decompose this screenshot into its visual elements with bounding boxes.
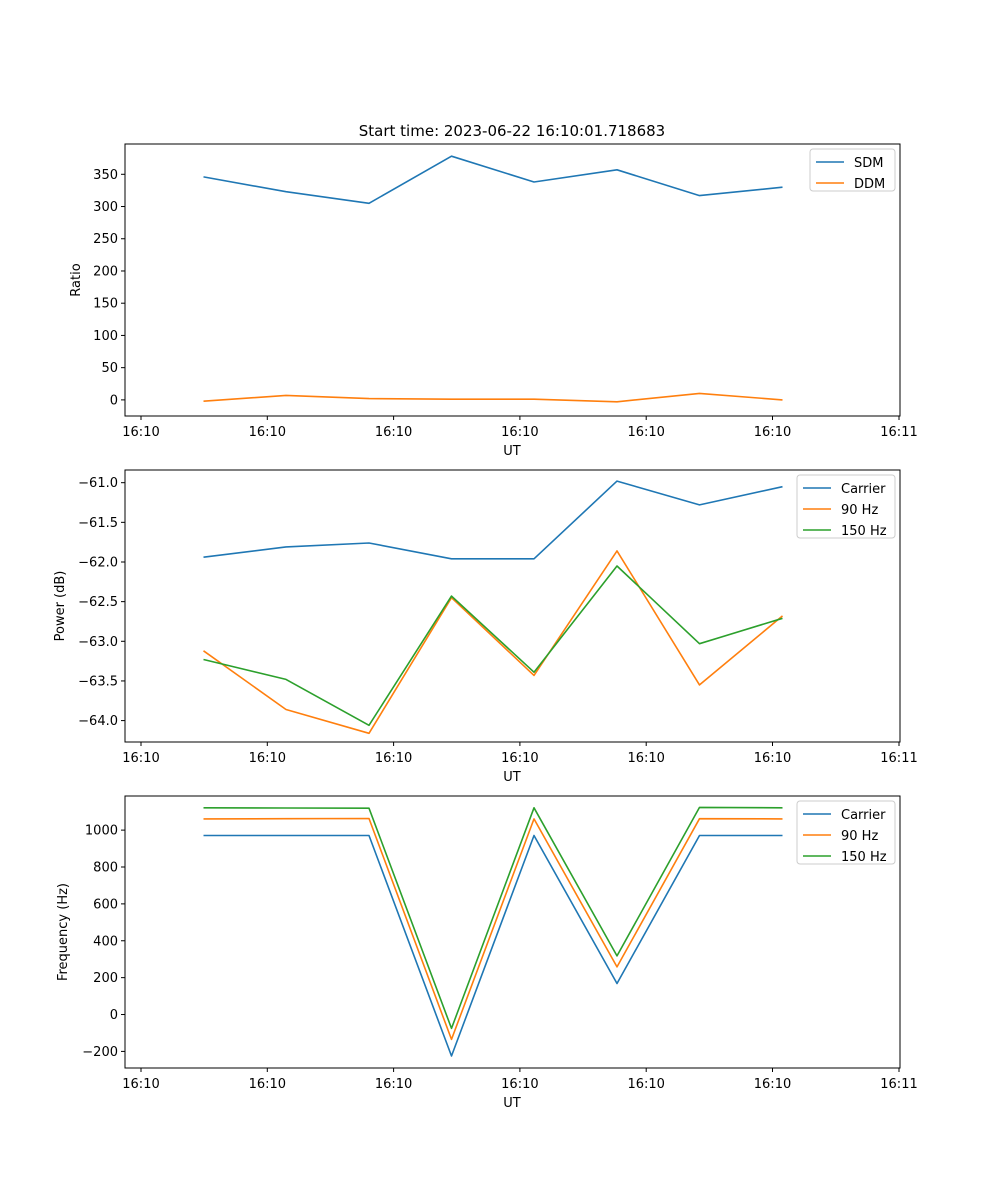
x-tick-label: 16:10: [375, 1077, 412, 1092]
series-line-carrier: [203, 480, 783, 560]
x-tick-label: 16:10: [122, 751, 159, 766]
plot-frame: [124, 795, 901, 1069]
y-axis-label: Frequency (Hz): [56, 883, 71, 981]
x-tick-label: 16:10: [122, 1077, 159, 1092]
y-tick-label: −63.0: [78, 635, 118, 650]
x-tick-label: 16:10: [627, 425, 664, 440]
y-tick-label: 0: [110, 393, 118, 408]
frequency-panel: 16:10 16:10 16:10 16:10 16:10 16:10 16:11 UT −20…: [56, 795, 918, 1111]
y-tick-label: −200: [82, 1045, 118, 1060]
x-tick-label: 16:11: [880, 1077, 917, 1092]
x-tick-label: 16:10: [501, 1077, 538, 1092]
y-tick-label: 300: [93, 200, 118, 215]
legend-label: 90 Hz: [841, 829, 878, 844]
y-tick-label: 200: [93, 971, 118, 986]
legend: Carrier 90 Hz 150 Hz: [796, 474, 896, 539]
series-line-ddm: [203, 392, 783, 403]
x-tick-label: 16:10: [754, 425, 791, 440]
legend-label: Carrier: [841, 808, 886, 823]
series-line-90-hz: [203, 817, 783, 1041]
legend-label: Carrier: [841, 482, 886, 497]
y-tick-label: 250: [93, 232, 118, 247]
x-tick-label: 16:10: [501, 425, 538, 440]
x-axis-label: UT: [503, 770, 521, 785]
power-panel: 16:10 16:10 16:10 16:10 16:10 16:10 16:11 UT −64…: [53, 469, 918, 785]
y-tick-label: −63.5: [78, 674, 118, 689]
y-tick-label: 1000: [85, 824, 118, 839]
x-axis-label: UT: [503, 1096, 521, 1111]
x-tick-label: 16:10: [501, 751, 538, 766]
x-tick-label: 16:10: [627, 751, 664, 766]
x-tick-label: 16:10: [375, 751, 412, 766]
legend-label: 90 Hz: [841, 503, 878, 518]
y-tick-label: 800: [93, 860, 118, 875]
legend-box: [809, 148, 896, 192]
x-tick-label: 16:10: [627, 1077, 664, 1092]
x-tick-label: 16:10: [754, 1077, 791, 1092]
series-line-carrier: [203, 834, 783, 1057]
x-tick-label: 16:10: [249, 425, 286, 440]
y-tick-label: −61.0: [78, 476, 118, 491]
ratio-panel: 16:10 16:10 16:10 16:10 16:10 16:10 16:11 UT 0 50…: [69, 143, 918, 459]
plot-frame: [124, 469, 901, 743]
x-tick-label: 16:11: [880, 425, 917, 440]
legend-label: DDM: [854, 177, 885, 192]
x-tick-label: 16:10: [249, 1077, 286, 1092]
legend-label: 150 Hz: [841, 850, 887, 865]
legend-box: [796, 474, 896, 539]
legend-label: SDM: [854, 156, 883, 171]
y-tick-label: −61.5: [78, 516, 118, 531]
y-tick-label: −64.0: [78, 714, 118, 729]
x-tick-label: 16:10: [375, 425, 412, 440]
x-tick-label: 16:10: [122, 425, 159, 440]
legend-label: 150 Hz: [841, 524, 887, 539]
y-axis-label: Ratio: [69, 263, 84, 296]
x-tick-label: 16:11: [880, 751, 917, 766]
series-line-90-hz: [203, 550, 784, 735]
y-tick-label: 150: [93, 297, 118, 312]
legend: SDM DDM: [809, 148, 896, 192]
legend-box: [796, 800, 896, 865]
y-axis-label: Power (dB): [53, 571, 68, 642]
x-axis-label: UT: [503, 444, 521, 459]
figure-title: Start time: 2023-06-22 16:10:01.718683: [359, 122, 665, 140]
series-line-150-hz: [203, 565, 783, 727]
legend: Carrier 90 Hz 150 Hz: [796, 800, 896, 865]
y-tick-label: 100: [93, 329, 118, 344]
y-tick-label: 400: [93, 934, 118, 949]
y-tick-label: 0: [110, 1008, 118, 1023]
y-tick-label: −62.5: [78, 595, 118, 610]
y-tick-label: −62.0: [78, 555, 118, 570]
x-tick-label: 16:10: [754, 751, 791, 766]
series-line-sdm: [203, 155, 783, 205]
x-tick-label: 16:10: [249, 751, 286, 766]
y-tick-label: 50: [101, 361, 118, 376]
series-line-150-hz: [203, 806, 783, 1030]
y-tick-label: 350: [93, 168, 118, 183]
y-tick-label: 200: [93, 264, 118, 279]
plot-frame: [124, 143, 901, 417]
y-tick-label: 600: [93, 897, 118, 912]
